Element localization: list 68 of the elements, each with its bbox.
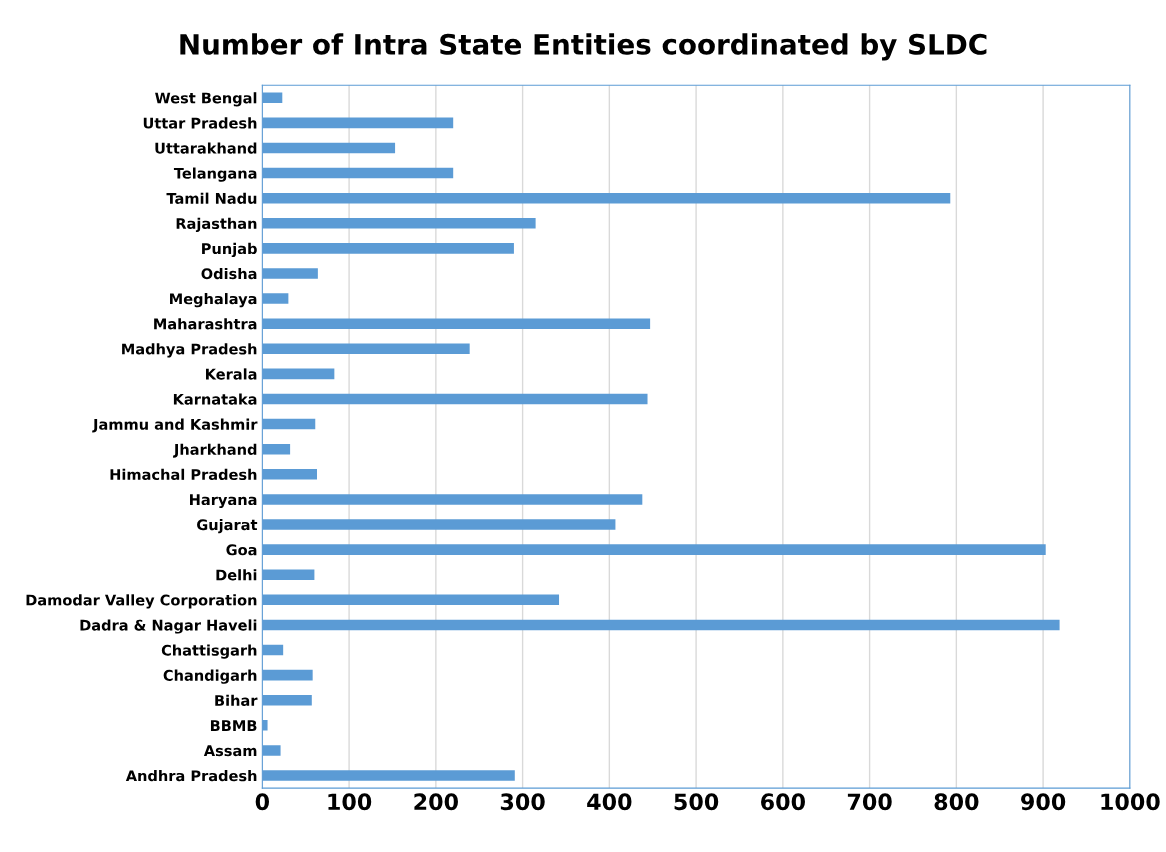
y-tick-label: Damodar Valley Corporation [26,594,257,609]
bar [262,644,284,656]
y-tick-label: Himachal Pradesh [110,468,257,481]
y-tick-label: Delhi [216,569,257,581]
bar [262,669,313,681]
y-tick-label: Haryana [190,494,257,509]
bar [262,569,315,580]
bar [262,494,643,505]
bar [262,117,454,129]
bar [262,594,560,606]
y-tick-label: Madhya Pradesh [122,343,257,358]
y-tick-label: West Bengal [155,92,257,107]
x-tick-label: 200 [414,793,458,811]
bar [262,770,515,781]
y-tick-label: Bihar [215,694,258,706]
y-tick-label: Chandigarh [163,669,257,684]
y-tick-label: Jammu and Kashmir [92,418,258,433]
x-tick-label: 100 [328,793,372,811]
bar [262,393,648,405]
x-tick-label: 600 [761,793,805,811]
y-tick-label: Kerala [206,368,257,380]
y-tick-label: Punjab [202,242,257,258]
bar [262,142,396,154]
y-tick-label: Meghalaya [170,293,257,308]
x-tick-label: 800 [934,793,979,811]
x-tick-label: 500 [674,793,719,811]
bar [262,218,536,229]
y-tick-label: Jharkhand [173,443,257,458]
bar [262,92,283,104]
bar [262,243,514,254]
y-tick-label: Odisha [201,267,257,280]
bar [262,745,281,756]
y-tick-label: Telangana [173,167,257,182]
y-tick-label: Rajasthan [176,217,257,232]
x-tick-label: 900 [1021,793,1066,811]
y-tick-label: Gujarat [197,518,258,534]
y-tick-label: Uttarakhand [155,142,257,154]
x-tick-label: 1000 [1101,793,1160,811]
chart-title: Number of Intra State Entities coordinated by SLDC [180,33,987,61]
bar [262,167,454,179]
y-tick-label: Chattisgarh [161,644,257,659]
y-tick-label: Goa [226,544,257,556]
bar [262,293,289,304]
x-tick-label: 300 [500,793,545,811]
bar [262,443,291,455]
y-tick-label: Karnataka [173,393,257,405]
bar [262,268,318,279]
bar [262,519,616,530]
bar [262,720,268,731]
y-tick-label: BBMB [210,720,257,731]
bar [262,368,335,380]
bar [262,318,651,329]
y-tick-label: Uttar Pradesh [143,117,257,129]
bar [262,694,312,706]
y-tick-label: Tamil Nadu [166,192,257,204]
y-tick-label: Andhra Pradesh [125,770,257,782]
x-tick-label: 400 [587,793,632,811]
y-tick-label: Dadra & Nagar Haveli [80,619,257,634]
bar [262,343,470,355]
y-tick-label: Assam [203,745,257,757]
bar [262,469,317,480]
bar [262,192,951,204]
x-tick-label: 0 [255,793,270,811]
bar [262,418,316,430]
x-tick-label: 700 [847,793,892,811]
bar [262,544,1046,555]
y-tick-label: Maharashtra [154,318,257,330]
bar [262,619,1060,631]
